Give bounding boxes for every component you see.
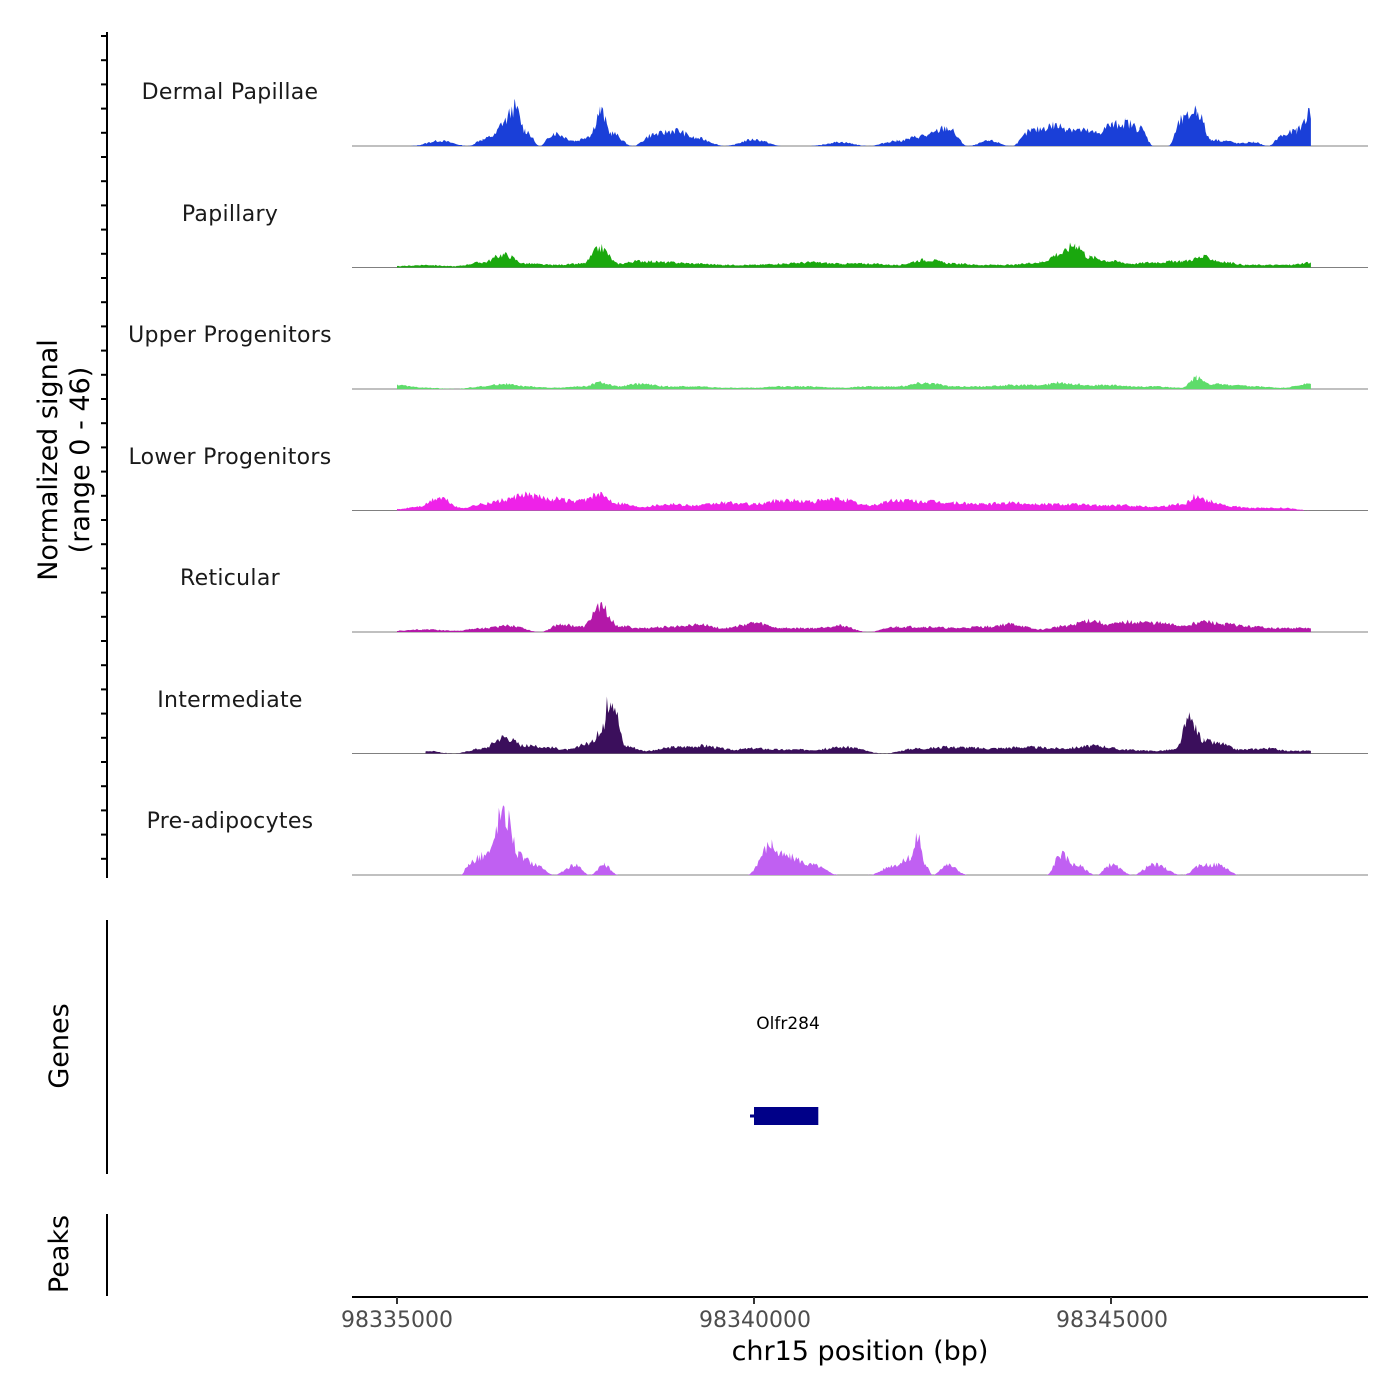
x-axis-label: chr15 position (bp) [731,1336,989,1367]
track-label-upper-progenitors: Upper Progenitors [128,323,332,348]
track-label-dermal-papillae: Dermal Papillae [141,80,319,105]
coverage-area-upper-progenitors [397,375,1311,389]
y-axis-label: Normalized signal (range 0 - 46) [33,235,97,685]
track-label-reticular: Reticular [180,566,280,591]
x-tick-label-2: 98340000 [699,1308,811,1333]
track-label-papillary: Papillary [181,201,279,227]
coverage-area-dermal-papillae [411,99,1311,146]
genes-track-label: Genes [44,1003,75,1089]
x-tick-label-1: 98335000 [341,1308,453,1333]
track-label-lower-progenitors: Lower Progenitors [128,444,332,470]
track-label-pre-adipocytes: Pre-adipocytes [146,809,314,834]
gene-label-olfr284: Olfr284 [756,1014,820,1034]
y-axis-label-line-1: Normalized signal [33,339,64,581]
coverage-area-reticular [397,601,1311,632]
coverage-area-papillary [397,242,1311,268]
x-tick-label-3: 98345000 [1056,1308,1168,1333]
y-axis-label-line-2: (range 0 - 46) [65,366,96,554]
gene-body-olfr284 [754,1107,819,1125]
track-label-intermediate: Intermediate [157,687,303,713]
coverage-area-lower-progenitors [397,491,1311,511]
peaks-track-label: Peaks [44,1214,75,1294]
coverage-area-pre-adipocytes [461,805,1240,875]
coverage-area-intermediate [425,696,1311,754]
